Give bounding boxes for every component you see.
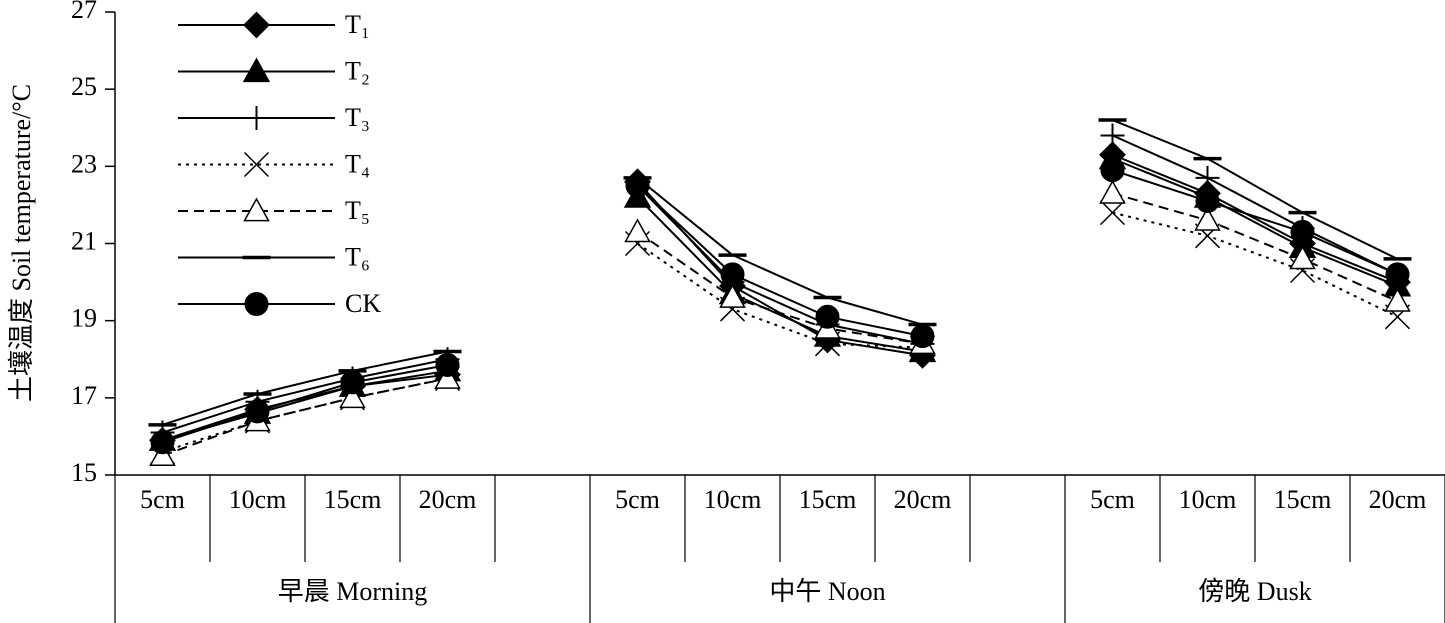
legend-label: T₆ [345, 242, 370, 271]
marker [719, 283, 746, 308]
x-tick-label: 10cm [704, 485, 762, 514]
x-tick-label: 5cm [1090, 485, 1135, 514]
y-tick-label: 21 [71, 226, 97, 255]
legend-marker [244, 292, 269, 316]
marker [815, 304, 840, 329]
marker [1099, 200, 1126, 226]
x-tick-label: 10cm [229, 485, 287, 514]
marker [1289, 245, 1316, 270]
marker [625, 173, 650, 198]
marker [1385, 262, 1410, 287]
legend-marker [244, 106, 269, 130]
legend-label: T₂ [345, 56, 370, 85]
marker [340, 370, 365, 395]
legend-marker [243, 11, 270, 39]
x-tick-label: 15cm [1274, 485, 1332, 514]
group-label: 早晨 Morning [278, 577, 428, 606]
marker [1290, 219, 1315, 244]
series-line [162, 119, 1398, 426]
series-line [162, 169, 1398, 444]
x-tick-label: 10cm [1179, 485, 1237, 514]
series-line [162, 192, 1398, 457]
marker [434, 364, 461, 389]
legend-marker [243, 151, 270, 178]
y-tick-label: 25 [71, 72, 97, 101]
marker [1100, 158, 1125, 183]
marker [1384, 287, 1411, 312]
y-tick-label: 17 [71, 381, 97, 410]
marker [1194, 206, 1221, 231]
legend-label: CK [345, 289, 381, 318]
legend-label: T₄ [345, 149, 370, 178]
y-tick-label: 23 [71, 149, 97, 178]
legend-label: T₃ [345, 103, 370, 132]
x-tick-label: 5cm [140, 485, 185, 514]
x-tick-label: 20cm [894, 485, 952, 514]
legend-label: T₅ [345, 196, 370, 225]
y-axis-label: 土壤温度 Soil temperature/°C [7, 84, 36, 402]
series-line [162, 134, 1398, 434]
marker [1099, 179, 1126, 204]
marker [720, 262, 745, 287]
x-tick-label: 15cm [799, 485, 857, 514]
legend-marker [243, 197, 270, 222]
x-tick-label: 5cm [615, 485, 660, 514]
marker [339, 384, 366, 409]
marker [910, 324, 935, 349]
legend-label: T₁ [345, 10, 370, 39]
group-label: 傍晚 Dusk [1198, 577, 1311, 606]
marker [1100, 123, 1125, 148]
marker [435, 353, 460, 378]
marker [1195, 189, 1220, 214]
legend-marker [242, 57, 271, 83]
y-tick-label: 27 [71, 0, 97, 24]
marker [149, 442, 176, 467]
y-tick-label: 19 [71, 304, 97, 333]
marker [150, 430, 175, 455]
y-tick-label: 15 [71, 458, 97, 487]
marker [624, 218, 651, 243]
marker [1195, 165, 1220, 190]
group-label: 中午 Noon [769, 577, 885, 606]
x-tick-label: 20cm [419, 485, 477, 514]
x-tick-label: 15cm [324, 485, 382, 514]
x-tick-label: 20cm [1369, 485, 1427, 514]
series-line [162, 211, 1398, 453]
marker [245, 399, 270, 424]
